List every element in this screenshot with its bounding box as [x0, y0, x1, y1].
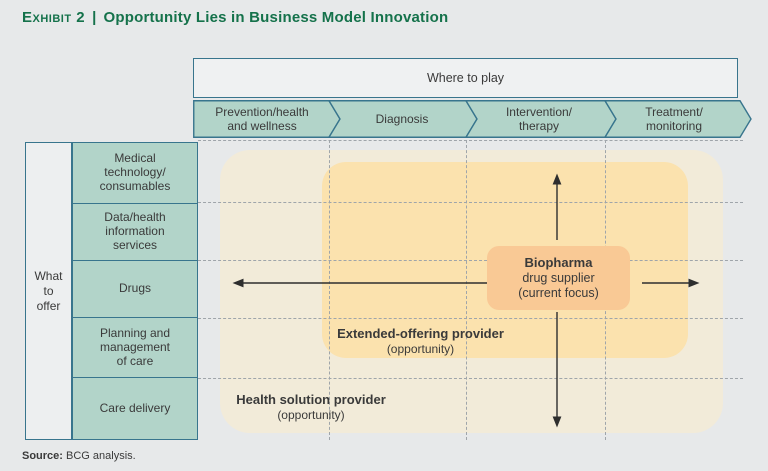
arrow-up-head	[552, 173, 562, 185]
grid-line-row-2	[198, 260, 743, 261]
grid-line-row-3	[198, 318, 743, 319]
extended-offering-label: Extended-offering provider (opportunity)	[318, 326, 523, 357]
offer-row-planning-management: Planning and management of care	[73, 318, 197, 379]
biopharma-subtitle: drug supplier	[522, 271, 595, 286]
where-to-play-label: Where to play	[426, 71, 505, 85]
chevron-stage-4	[603, 100, 752, 138]
health-solution-subtitle: (opportunity)	[277, 407, 345, 422]
arrow-right-head	[688, 278, 700, 288]
grid-line-row-1	[198, 202, 743, 203]
stage-treatment-label: Treatment/ monitoring	[645, 104, 703, 133]
source-note: Source: BCG analysis.	[22, 450, 136, 462]
offer-row-medical-technology: Medical technology/ consumables	[73, 143, 197, 204]
offer-row-drugs: Drugs	[73, 261, 197, 319]
source-label: Source:	[22, 450, 63, 462]
biopharma-title: Biopharma	[524, 255, 593, 271]
what-to-offer-header: What to offer	[25, 142, 72, 440]
stage-chevron-band	[193, 100, 752, 138]
zone-biopharma-current-focus: Biopharma drug supplier (current focus)	[487, 246, 630, 310]
biopharma-focus-note: (current focus)	[518, 285, 599, 300]
grid-line-row-4	[198, 378, 743, 379]
where-to-play-header: Where to play	[193, 58, 738, 98]
source-text: BCG analysis.	[62, 450, 136, 462]
arrow-down-head	[552, 416, 562, 428]
grid-line-col-1	[329, 140, 330, 440]
health-solution-label: Health solution provider (opportunity)	[222, 392, 400, 423]
extended-offering-subtitle: (opportunity)	[386, 341, 455, 356]
grid-line-top	[198, 140, 743, 141]
exhibit-number: Exhibit 2	[22, 9, 86, 26]
grid-line-col-2	[466, 140, 467, 440]
offer-row-data-health-information: Data/health information services	[73, 204, 197, 261]
exhibit-title: Exhibit 2 | Opportunity Lies in Business M…	[22, 9, 448, 26]
offer-row-care-delivery: Care delivery	[99, 400, 171, 415]
offer-rows-column: Medical technology/ consumables Data/hea…	[72, 142, 198, 440]
stage-prevention-label: Prevention/health and wellness	[215, 104, 309, 133]
stage-diagnosis-label: Diagnosis	[375, 111, 429, 126]
title-separator: |	[92, 9, 97, 26]
extended-offering-title: Extended-offering provider	[337, 326, 504, 341]
stage-intervention-label: Intervention/ therapy	[505, 104, 573, 133]
arrow-left-head	[232, 278, 244, 288]
exhibit-title-text: Opportunity Lies in Business Model Innov…	[103, 9, 449, 26]
expansion-arrows	[232, 173, 700, 428]
health-solution-title: Health solution provider	[236, 392, 386, 407]
